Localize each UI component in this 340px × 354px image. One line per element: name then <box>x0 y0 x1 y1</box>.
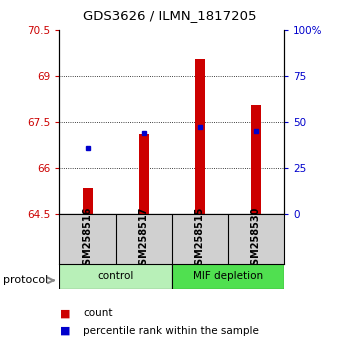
Bar <box>172 264 284 289</box>
Bar <box>251 105 261 214</box>
Text: ■: ■ <box>59 326 70 336</box>
Text: GDS3626 / ILMN_1817205: GDS3626 / ILMN_1817205 <box>83 9 257 22</box>
Text: GSM258530: GSM258530 <box>251 206 261 272</box>
Text: GSM258516: GSM258516 <box>83 206 92 272</box>
Text: count: count <box>83 308 113 318</box>
Text: control: control <box>98 271 134 281</box>
Text: percentile rank within the sample: percentile rank within the sample <box>83 326 259 336</box>
Bar <box>83 188 92 214</box>
Text: protocol: protocol <box>3 275 49 285</box>
Text: GSM258515: GSM258515 <box>195 206 205 272</box>
Text: GSM258517: GSM258517 <box>139 206 149 272</box>
Bar <box>59 264 172 289</box>
Text: ■: ■ <box>59 308 70 318</box>
Bar <box>139 135 149 214</box>
Bar <box>195 59 205 214</box>
Text: MIF depletion: MIF depletion <box>193 271 263 281</box>
